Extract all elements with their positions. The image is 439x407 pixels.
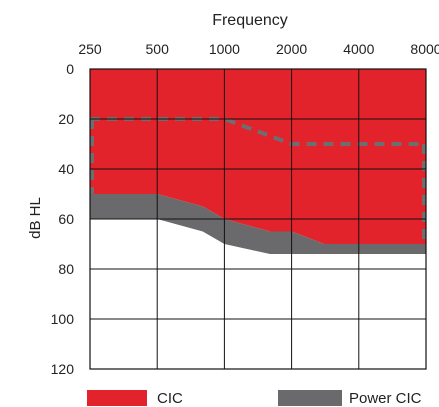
x-tick-labels: 250 500 1000 2000 4000 8000 xyxy=(78,41,439,57)
y-tick-labels: 0 20 40 60 80 100 120 xyxy=(51,61,75,377)
y-axis-title: dB HL xyxy=(27,197,44,239)
y-tick-label-80: 80 xyxy=(58,261,74,277)
y-tick-label-40: 40 xyxy=(58,161,74,177)
x-tick-label-2000: 2000 xyxy=(276,41,307,57)
y-tick-label-0: 0 xyxy=(66,61,74,77)
x-tick-label-250: 250 xyxy=(78,41,102,57)
y-tick-label-20: 20 xyxy=(58,111,74,127)
legend: CIC Power CIC xyxy=(87,390,422,407)
x-axis-title: Frequency xyxy=(212,12,288,29)
series-band-power-cic xyxy=(90,194,426,254)
grid xyxy=(89,68,427,370)
y-tick-label-120: 120 xyxy=(51,361,75,377)
plot-frame xyxy=(89,68,427,370)
y-tick-label-100: 100 xyxy=(51,311,75,327)
legend-swatch-cic xyxy=(87,390,147,406)
legend-label-cic: CIC xyxy=(157,390,183,407)
x-tick-label-500: 500 xyxy=(146,41,170,57)
series-band-cic xyxy=(90,69,426,244)
legend-swatch-power-cic xyxy=(278,390,342,406)
x-tick-label-8000: 8000 xyxy=(410,41,439,57)
plot-area xyxy=(90,69,426,254)
legend-label-power-cic: Power CIC xyxy=(349,390,422,407)
x-tick-label-4000: 4000 xyxy=(343,41,374,57)
y-tick-label-60: 60 xyxy=(58,211,74,227)
x-tick-label-1000: 1000 xyxy=(209,41,240,57)
